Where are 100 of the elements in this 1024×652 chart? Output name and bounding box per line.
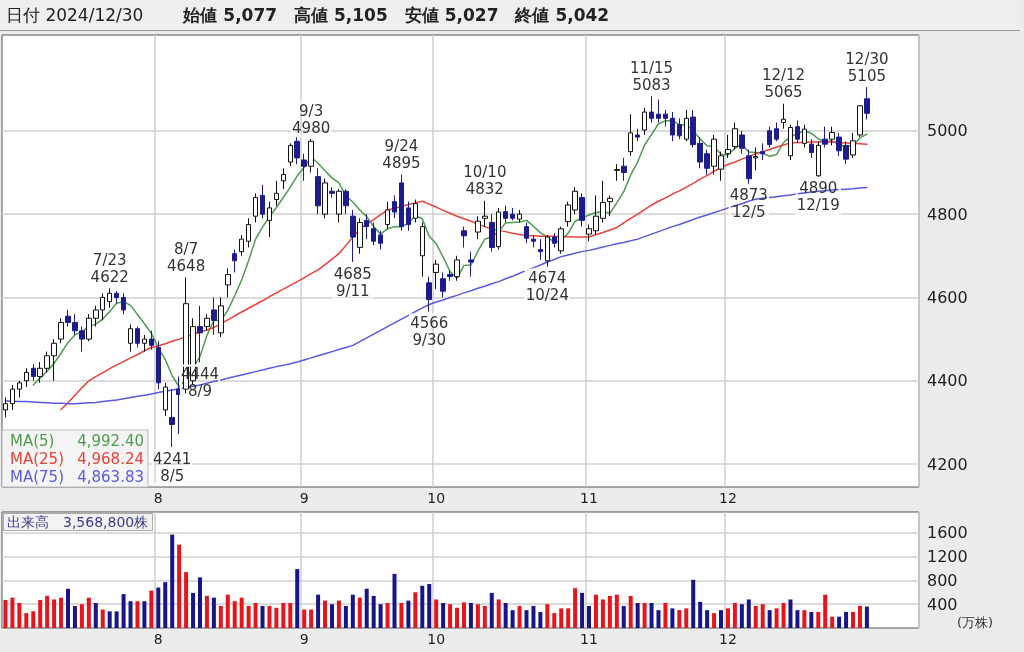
bar: [774, 608, 779, 628]
candlestick: [788, 124, 793, 161]
bar: [753, 605, 758, 628]
bar: [343, 605, 348, 628]
bar: [218, 605, 223, 628]
y-tick-label: 400: [927, 594, 958, 614]
bar: [517, 605, 522, 628]
bar: [566, 608, 571, 628]
x-tick-label: 8: [153, 631, 163, 647]
bar: [503, 603, 508, 628]
bar: [413, 592, 418, 628]
candlestick: [420, 221, 425, 278]
bar: [309, 609, 314, 628]
bar: [260, 605, 265, 628]
annotation: 9/24 4895: [382, 137, 421, 173]
bar: [128, 601, 133, 628]
chart-subtitle: 始値 5,077 高値 5,105 安値 5,027 終値 5,042: [183, 5, 610, 25]
bar: [788, 599, 793, 628]
candlestick: [628, 113, 633, 157]
candlestick: [218, 296, 224, 338]
bar: [288, 603, 293, 628]
candlestick: [482, 200, 488, 228]
bar: [830, 616, 835, 628]
bar: [38, 600, 43, 628]
bar: [114, 611, 119, 628]
candlestick: [274, 180, 279, 207]
candlestick: [440, 271, 446, 298]
candlestick: [816, 140, 821, 178]
bar: [538, 611, 543, 628]
candlestick: [545, 234, 550, 268]
bar: [239, 597, 244, 628]
bar: [851, 611, 855, 628]
candlestick: [822, 126, 828, 148]
bar: [45, 595, 50, 628]
bar: [684, 608, 689, 628]
chart-title: 出来高 3,568,800株: [7, 514, 149, 530]
bar: [336, 600, 341, 628]
x-tick-label: 10: [427, 631, 446, 647]
candlestick: [454, 255, 460, 282]
bar: [441, 603, 446, 628]
candlestick: [426, 276, 432, 313]
candlestick: [746, 149, 752, 185]
y-tick-label: 1600: [927, 523, 968, 543]
bar: [649, 603, 654, 628]
candlestick: [246, 217, 251, 248]
bar: [204, 595, 209, 628]
bar: [468, 603, 473, 628]
bar: [225, 594, 230, 628]
bar: [295, 569, 300, 628]
bar: [253, 603, 258, 628]
y-tick-label: 4400: [927, 371, 968, 391]
bar: [31, 611, 36, 628]
candlestick: [663, 109, 668, 128]
x-tick-label: 12: [719, 490, 737, 506]
bar: [823, 594, 828, 628]
bar: [496, 599, 501, 628]
bar: [482, 605, 487, 628]
candlestick: [169, 388, 175, 448]
bar: [107, 611, 112, 628]
bar: [378, 604, 383, 628]
candlestick: [802, 124, 807, 148]
bar: [170, 534, 175, 628]
annotation: 12/30 5105: [845, 49, 889, 85]
x-tick-label: 9: [299, 490, 309, 506]
bar: [802, 610, 807, 628]
candlestick: [621, 157, 627, 182]
bar: [232, 601, 237, 628]
bar: [302, 609, 307, 628]
candlestick: [503, 205, 508, 223]
candlestick: [489, 213, 495, 253]
bar: [552, 613, 557, 628]
candlestick: [760, 142, 765, 161]
annotation: 8/7 4648: [167, 239, 206, 275]
y-axis-title: (万株): [957, 615, 994, 630]
candlestick: [315, 167, 321, 215]
bar: [559, 608, 564, 628]
candlestick: [614, 163, 620, 182]
annotation: 7/23 4622: [90, 250, 129, 286]
bar: [52, 599, 57, 628]
y-tick-label: 4600: [927, 287, 968, 307]
bar: [614, 594, 619, 628]
candlestick: [767, 126, 772, 148]
candlestick: [809, 138, 814, 159]
bar: [816, 611, 821, 628]
candlestick: [232, 249, 237, 273]
candlestick: [864, 86, 870, 121]
candlestick: [857, 104, 863, 138]
y-tick-label: 800: [927, 570, 958, 590]
bar: [663, 603, 668, 628]
bar: [427, 583, 432, 628]
candlestick: [475, 215, 481, 240]
bar: [420, 585, 425, 628]
candlestick: [239, 234, 244, 257]
bar: [184, 572, 189, 628]
bar: [580, 592, 585, 628]
bar: [93, 603, 98, 628]
bar: [545, 604, 550, 628]
candlestick: [163, 382, 168, 417]
candlestick: [552, 232, 557, 248]
annotation: 10/10 4832: [463, 163, 507, 199]
